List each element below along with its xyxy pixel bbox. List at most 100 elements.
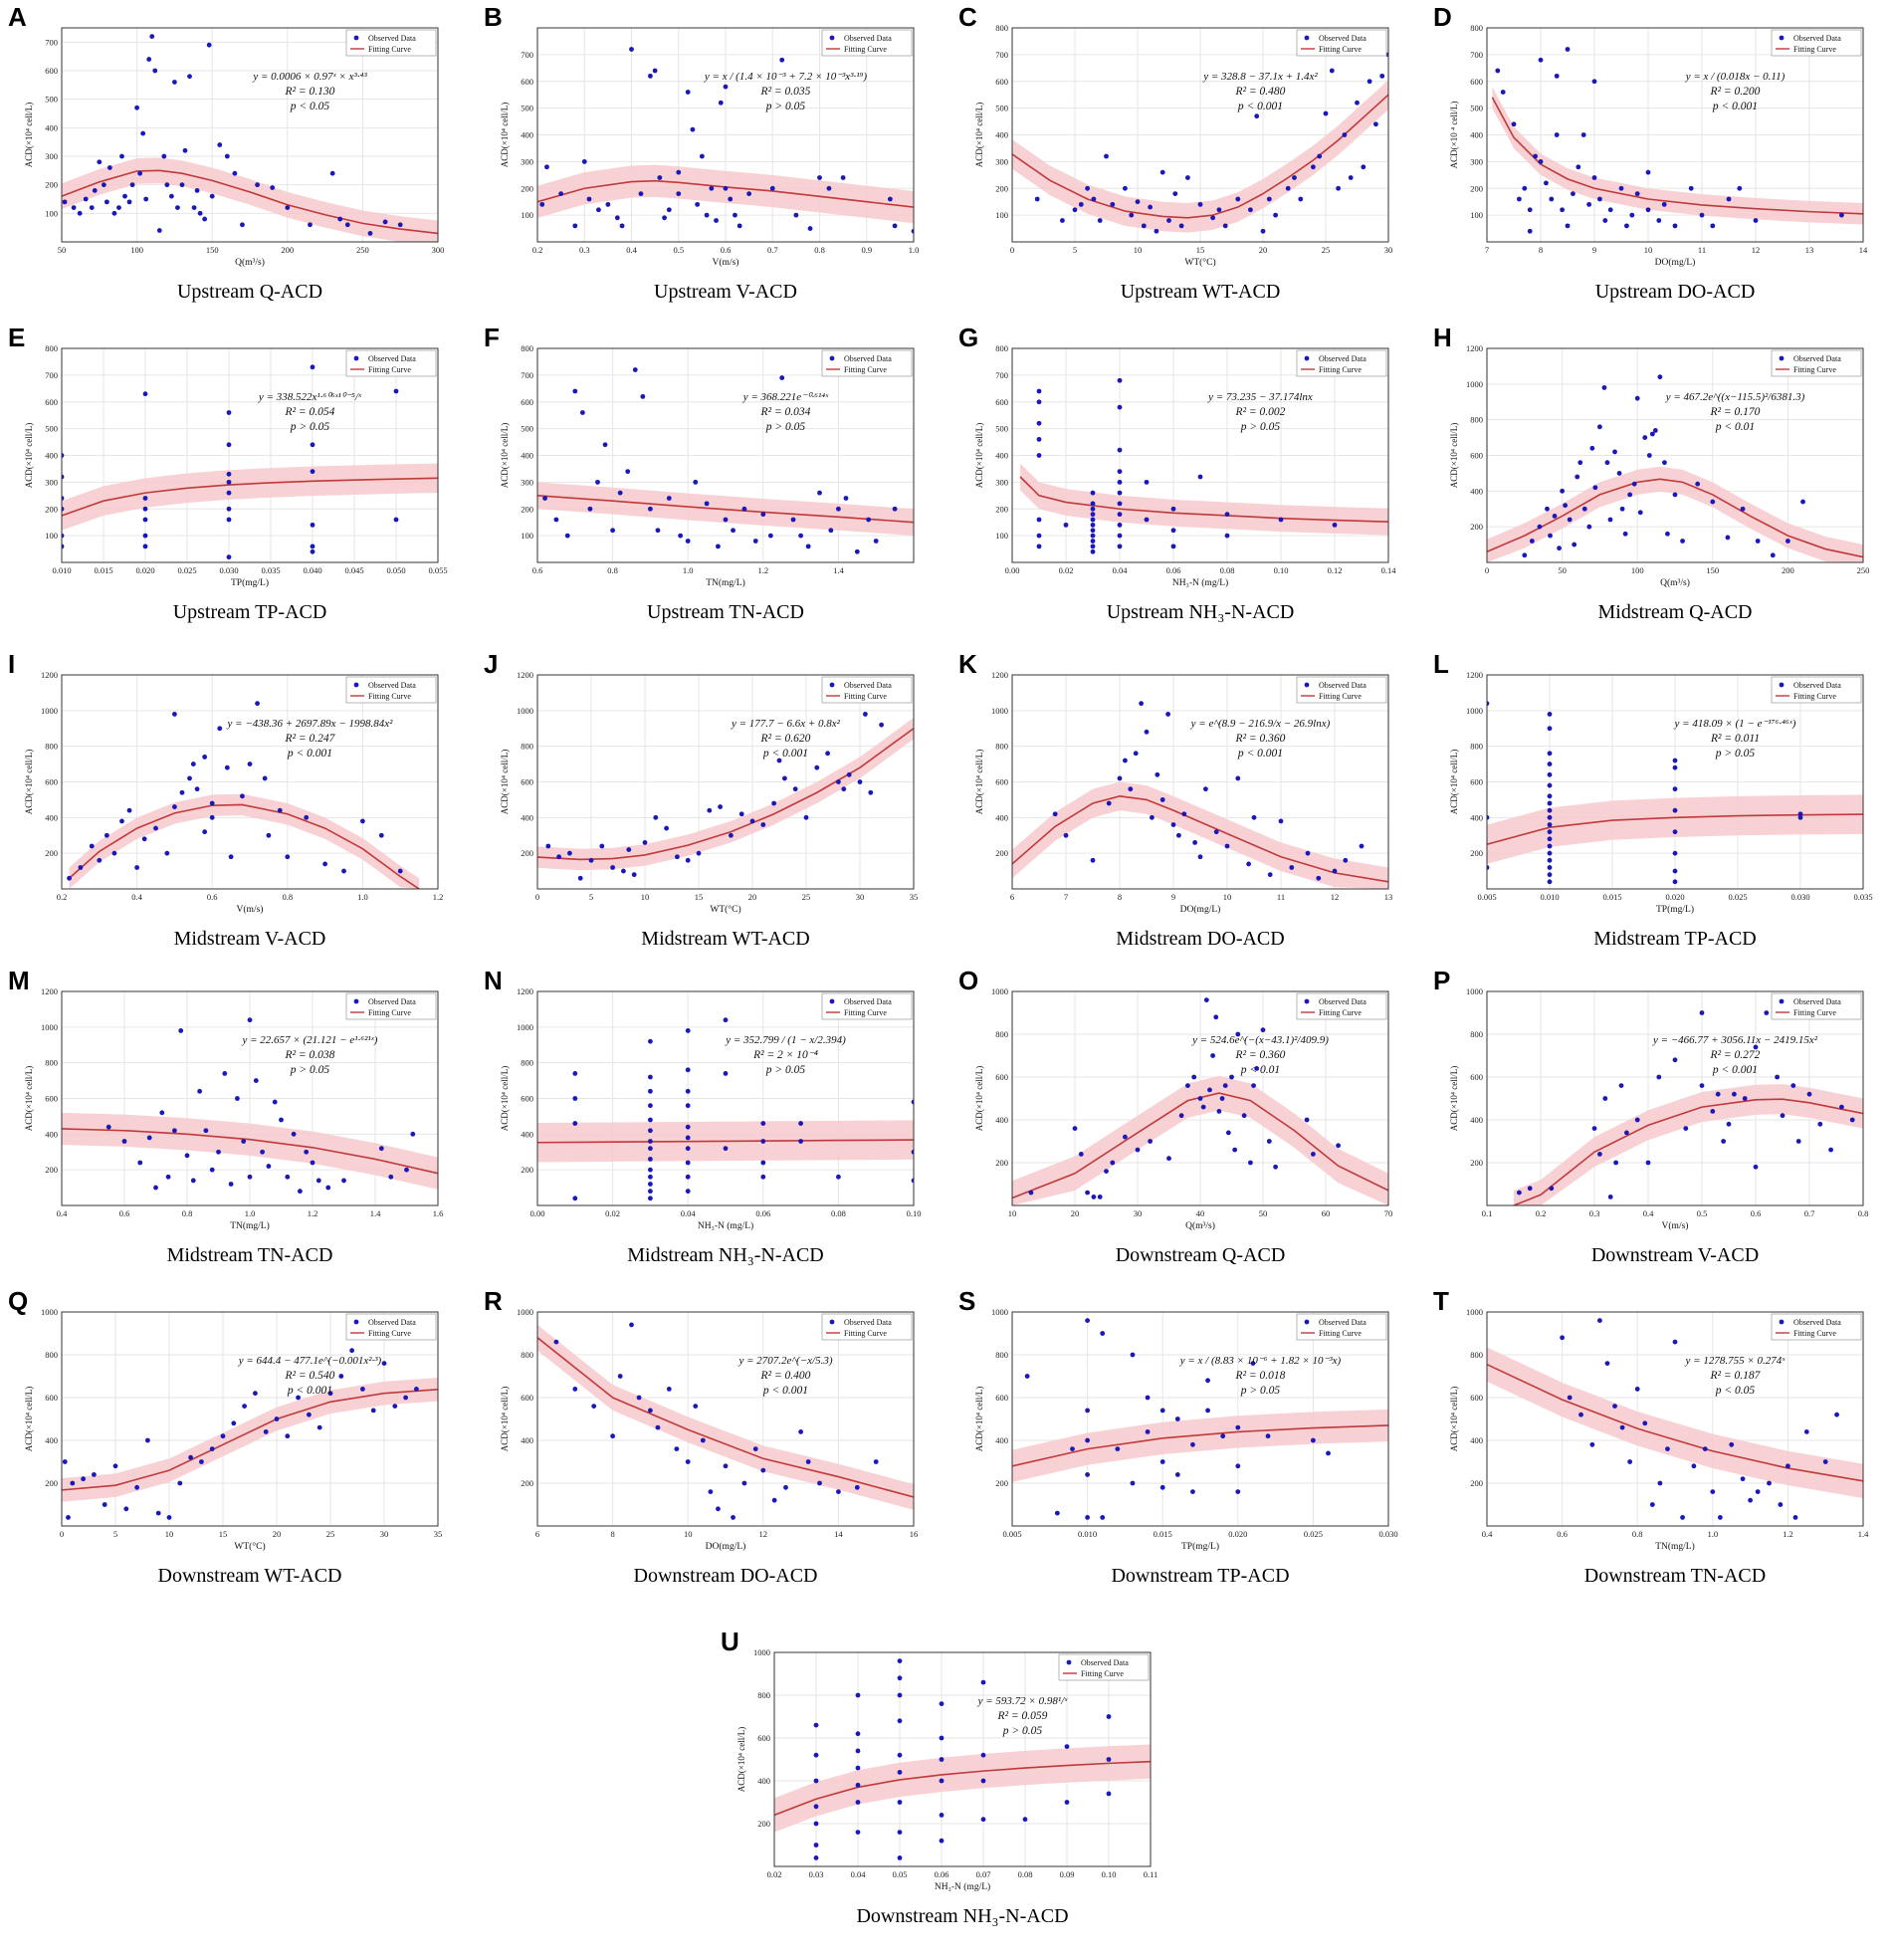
data-point (1332, 868, 1338, 874)
data-point (1764, 1010, 1770, 1015)
data-point (1316, 875, 1322, 881)
data-point (226, 442, 232, 448)
data-point (266, 1164, 272, 1169)
x-tick-label: 0.035 (1853, 892, 1872, 902)
data-point (1117, 544, 1123, 549)
y-tick-label: 300 (521, 477, 533, 487)
data-point (404, 1167, 409, 1173)
x-tick-label: 0.05 (893, 1869, 908, 1879)
data-point (817, 490, 822, 496)
data-point (235, 1096, 240, 1101)
data-point (310, 364, 316, 370)
y-tick-label: 1200 (517, 986, 533, 996)
data-point (137, 170, 143, 176)
data-point (1487, 814, 1490, 820)
data-point (723, 517, 729, 523)
data-point (729, 832, 734, 838)
data-point (579, 410, 585, 415)
data-point (648, 1189, 653, 1195)
data-point (226, 554, 232, 560)
data-point (1710, 1489, 1716, 1494)
legend-fitting-label: Fitting Curve (368, 365, 411, 374)
data-point (1725, 535, 1731, 541)
data-point (1642, 1420, 1648, 1426)
y-tick-label: 400 (45, 122, 58, 132)
x-tick-label: 1.4 (833, 565, 844, 575)
y-tick-label: 200 (45, 848, 58, 858)
x-tick-label: 0.06 (755, 1208, 770, 1218)
x-tick-label: 0.2 (57, 892, 68, 902)
panel-caption: Upstream TP-ACD (173, 601, 327, 623)
data-point (1732, 1091, 1737, 1097)
data-point (1672, 850, 1678, 856)
data-point (911, 1149, 914, 1155)
data-point (625, 469, 631, 475)
data-point (1373, 121, 1378, 127)
data-point (71, 205, 77, 211)
y-axis-label: ACD(×10⁴ cell/L) (24, 750, 34, 814)
panel-caption: Midstream Q-ACD (1598, 601, 1753, 623)
y-tick-label: 800 (1470, 415, 1483, 425)
panel-letter: R (484, 1286, 503, 1316)
data-point (360, 1387, 365, 1392)
data-point (1618, 1083, 1624, 1088)
chart-panel-a: A 50 100 150 200 250 300 100 200 300 400 500 600 700 Q… (8, 2, 444, 303)
data-point (1090, 533, 1096, 539)
x-tick-label: 1.4 (1858, 1529, 1869, 1539)
x-tick-label: 10 (165, 1529, 174, 1539)
panel-letter: Q (8, 1286, 28, 1316)
data-point (553, 1339, 559, 1345)
data-point (897, 1752, 903, 1758)
fit-equation: y = 2707.2e^(−x/5.3) (737, 1355, 832, 1367)
x-tick-label: 50 (58, 245, 67, 255)
data-point (156, 228, 162, 233)
fit-equation: y = 467.2e^((x−115.5)²/6381.3) (1665, 391, 1805, 403)
data-point (1117, 512, 1123, 518)
data-point (572, 223, 578, 229)
data-point (232, 170, 238, 176)
legend-observed-label: Observed Data (1793, 681, 1841, 690)
data-point (1565, 47, 1571, 52)
observed-points (105, 1017, 416, 1195)
data-point (614, 215, 620, 221)
data-point (666, 1387, 672, 1392)
x-tick-label: 7 (1485, 245, 1489, 255)
data-point (242, 1404, 248, 1409)
data-point (1036, 388, 1042, 394)
y-tick-label: 500 (521, 104, 533, 113)
data-point (1203, 997, 1209, 1002)
data-point (1748, 1497, 1753, 1503)
y-tick-label: 200 (757, 1819, 770, 1829)
observed-points (67, 701, 403, 881)
data-point (1192, 840, 1197, 845)
data-point (813, 1778, 819, 1784)
data-point (1806, 1091, 1812, 1097)
data-point (153, 825, 158, 831)
data-point (1154, 228, 1159, 234)
data-point (587, 506, 593, 512)
panel-letter: B (484, 2, 503, 32)
x-tick-label: 50 (1259, 1208, 1268, 1218)
data-point (648, 1167, 653, 1173)
data-point (81, 1476, 86, 1482)
y-tick-label: 800 (521, 742, 533, 752)
y-tick-label: 600 (1470, 1393, 1483, 1403)
data-point (240, 222, 245, 228)
data-point (939, 1735, 945, 1741)
data-point (1547, 865, 1553, 870)
panel-caption: Downstream TP-ACD (1111, 1565, 1289, 1587)
x-tick-label: 1.0 (683, 565, 694, 575)
data-point (1254, 1066, 1260, 1071)
data-point (142, 496, 148, 501)
x-tick-label: 200 (1782, 565, 1794, 575)
data-point (1517, 196, 1522, 202)
data-point (1144, 517, 1150, 523)
x-tick-label: 16 (910, 1529, 919, 1539)
confidence-band (1012, 80, 1388, 233)
y-axis-label: ACD(×10⁴ cell/L) (1449, 1066, 1459, 1131)
data-point (1224, 533, 1230, 539)
data-point (341, 868, 346, 874)
data-point (1190, 1441, 1195, 1447)
data-point (403, 1395, 408, 1401)
